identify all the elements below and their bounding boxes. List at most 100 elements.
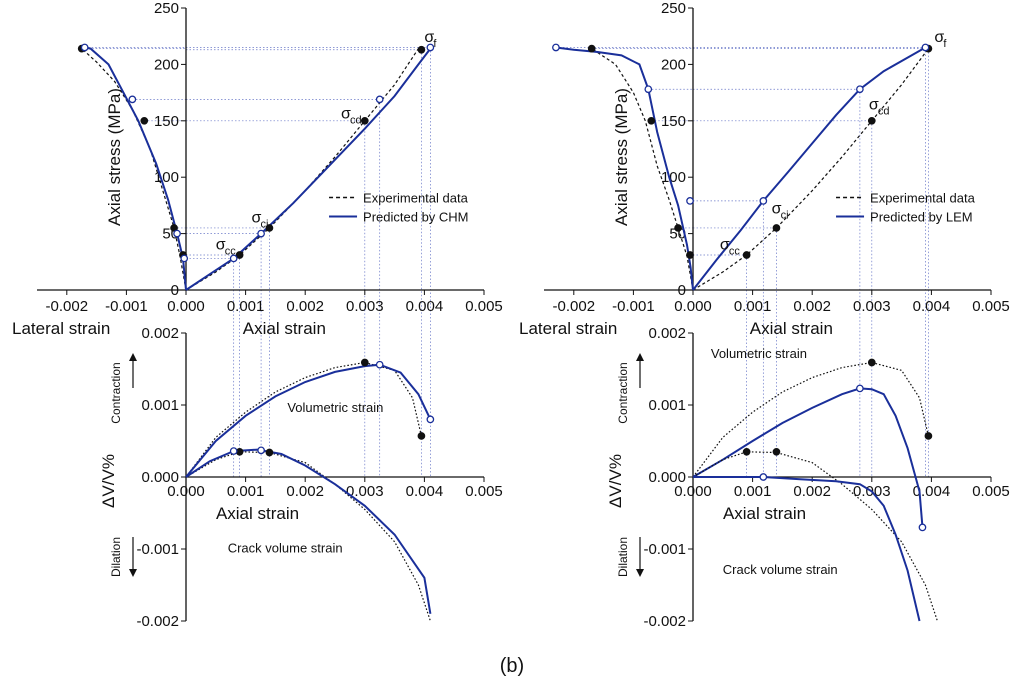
experimental-point (772, 224, 781, 232)
legend: Experimental data Predicted by LEM (836, 191, 976, 225)
bottom-x-tick-label: 0.002 (286, 483, 324, 500)
predicted-point (918, 523, 927, 532)
contraction-label: Contraction (616, 362, 630, 423)
predicted-volumetric-curve (185, 363, 432, 478)
top-x-tick-label: 0.002 (286, 298, 324, 315)
experimental-volumetric-curve (692, 361, 929, 478)
top-x-tick-label: 0.001 (227, 298, 265, 315)
bottom-x-tick-label: 0.001 (734, 483, 772, 500)
legend-label-experimental: Experimental data (363, 191, 469, 206)
dilation-label: Dilation (109, 537, 123, 577)
volumetric-y-axis-title: ΔV/V% (606, 454, 625, 508)
experimental-point (587, 44, 596, 53)
top-x-tick-label: 0.003 (346, 298, 384, 315)
predicted-point (80, 43, 89, 52)
experimental-point (360, 116, 369, 125)
experimental-point (686, 251, 694, 259)
axial-strain-label: Axial strain (243, 319, 326, 338)
bottom-x-tick-label: 0.003 (346, 483, 384, 500)
top-x-tick-label: 0.005 (972, 298, 1010, 315)
annotation-subscript: ci (261, 218, 269, 230)
experimental-point (360, 358, 369, 367)
predicted-point (644, 85, 653, 94)
top-x-tick-label: 0.004 (913, 298, 951, 315)
contraction-arrow-head (129, 353, 137, 361)
experimental-point (772, 447, 781, 456)
annotation-symbol: σ (252, 209, 262, 226)
legend-label-predicted: Predicted by LEM (870, 210, 973, 225)
top-x-tick-label: 0.000 (674, 298, 712, 315)
dilation-label: Dilation (616, 537, 630, 577)
predicted-volumetric-curve (693, 476, 921, 622)
bottom-y-tick-label: -0.001 (136, 541, 179, 558)
predicted-point (375, 95, 384, 104)
predicted-point (856, 85, 864, 94)
predicted-point (759, 197, 768, 205)
predicted-volumetric-curve (185, 448, 432, 614)
annotation-sigma-cd: σ cd (869, 97, 890, 118)
top-y-tick-label: 50 (669, 226, 686, 243)
volumetric-strain-label: Volumetric strain (711, 346, 807, 361)
annotation-subscript: f (433, 38, 437, 50)
bottom-y-tick-label: 0.001 (141, 397, 179, 414)
predicted-curve (185, 47, 432, 291)
experimental-point (170, 224, 178, 232)
annotation-symbol: σ (772, 200, 782, 217)
experimental-curve (591, 48, 694, 291)
top-axes: -0.002 -0.001 0.000 0.001 0.002 0.003 0.004 0.0… (12, 0, 503, 338)
annotation-sigma-cc: σ cc (216, 236, 237, 257)
annotation-subscript: cc (729, 245, 741, 257)
annotation-subscript: ci (781, 209, 789, 221)
guide-lines (555, 47, 929, 477)
predicted-point (229, 254, 238, 263)
top-y-tick-label: 100 (661, 169, 686, 186)
predicted-point (856, 384, 864, 393)
bottom-x-tick-label: 0.004 (406, 483, 444, 500)
experimental-volumetric-curve (185, 361, 422, 478)
experimental-point (417, 45, 426, 54)
bottom-x-tick-label: 0.004 (913, 483, 951, 500)
bottom-x-tick-label: 0.005 (972, 483, 1010, 500)
annotation-sigma-cd: σ cd (341, 106, 362, 127)
bottom-y-tick-label: 0.002 (648, 325, 686, 342)
legend-label-predicted: Predicted by CHM (363, 210, 468, 225)
volumetric-y-axis-title: ΔV/V% (99, 454, 118, 508)
annotation-symbol: σ (341, 106, 351, 123)
crack-volume-strain-label: Crack volume strain (228, 541, 343, 556)
experimental-point (140, 116, 149, 125)
annotation-subscript: cd (878, 106, 890, 118)
top-series: σ ccσ ciσ cdσ f (552, 29, 947, 291)
chart-panel-chm: -0.002 -0.001 0.000 0.001 0.002 0.003 0.004 0.0… (12, 0, 503, 630)
lateral-strain-label: Lateral strain (12, 319, 110, 338)
predicted-point (921, 43, 930, 52)
top-axes: -0.002 -0.001 0.000 0.001 0.002 0.003 0.004 0.0… (519, 0, 1010, 338)
guide-lines (81, 47, 431, 477)
lateral-strain-label: Lateral strain (519, 319, 617, 338)
top-x-tick-label: 0.001 (734, 298, 772, 315)
experimental-point (674, 224, 682, 232)
bottom-y-tick-label: 0.002 (141, 325, 179, 342)
panel-label: (b) (500, 655, 524, 677)
predicted-point (426, 415, 435, 424)
chart-panel-lem: -0.002 -0.001 0.000 0.001 0.002 0.003 0.004 0.0… (519, 0, 1010, 630)
predicted-point (375, 360, 384, 369)
annotation-symbol: σ (934, 29, 944, 46)
bottom-x-tick-label: 0.001 (227, 483, 265, 500)
predicted-curve (692, 46, 926, 291)
top-x-tick-label: 0.003 (853, 298, 891, 315)
axial-strain-label: Axial strain (750, 319, 833, 338)
predicted-point (128, 95, 137, 104)
dilation-arrow-head (636, 569, 644, 577)
top-y-tick-label: 0 (678, 282, 686, 299)
experimental-volumetric-curve (185, 451, 431, 622)
experimental-point (265, 224, 274, 232)
top-y-tick-label: 150 (661, 113, 686, 130)
predicted-point (257, 446, 265, 455)
annotation-subscript: cc (225, 245, 237, 257)
experimental-point (924, 432, 933, 440)
bottom-y-tick-label: 0.001 (648, 397, 686, 414)
bottom-x-tick-label: 0.002 (793, 483, 831, 500)
predicted-point (229, 447, 238, 455)
